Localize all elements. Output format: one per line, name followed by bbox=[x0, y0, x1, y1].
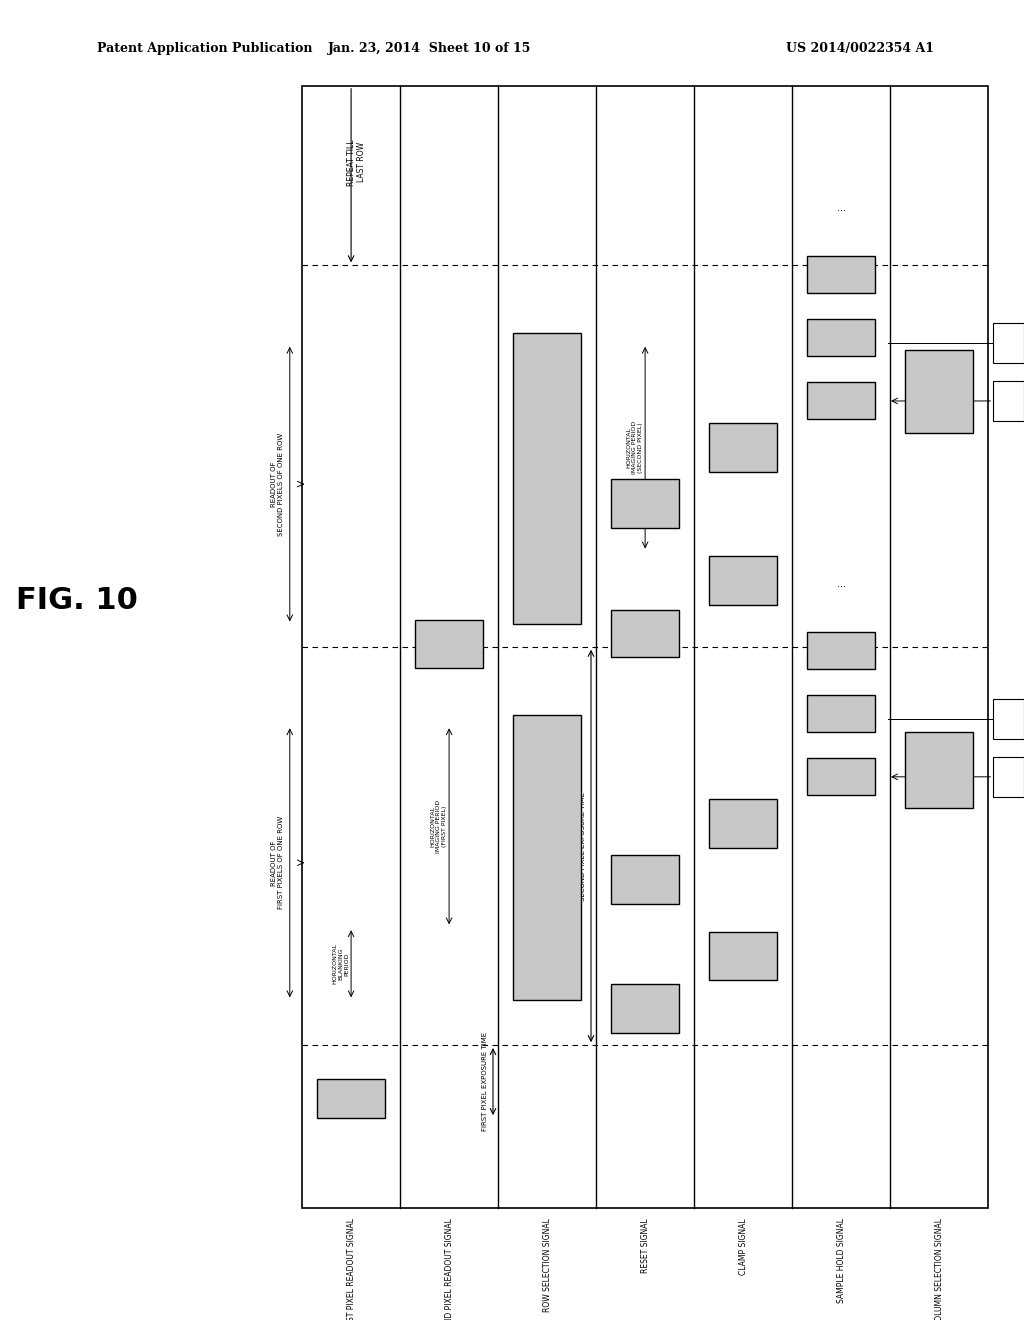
Bar bbox=[709, 556, 777, 605]
Text: HORIZONTAL
BLANKING
PERIOD: HORIZONTAL BLANKING PERIOD bbox=[333, 944, 349, 985]
Bar bbox=[302, 86, 988, 1208]
Text: US 2014/0022354 A1: US 2014/0022354 A1 bbox=[786, 42, 934, 55]
Text: HORIZONTAL
BLANKING
PERIOD: HORIZONTAL BLANKING PERIOD bbox=[528, 568, 545, 609]
Bar bbox=[993, 381, 1024, 421]
Bar bbox=[993, 700, 1024, 739]
Text: SH2: SH2 bbox=[1001, 714, 1016, 723]
Text: HORIZONTAL
IMAGING PERIOD
(FIRST PIXEL): HORIZONTAL IMAGING PERIOD (FIRST PIXEL) bbox=[430, 800, 447, 853]
Text: SECOND PIXEL EXPOSURE TIME: SECOND PIXEL EXPOSURE TIME bbox=[580, 792, 586, 900]
Bar bbox=[993, 323, 1024, 363]
Bar bbox=[709, 932, 777, 981]
Text: READOUT OF
SECOND PIXELS OF ONE ROW: READOUT OF SECOND PIXELS OF ONE ROW bbox=[271, 433, 284, 536]
Bar bbox=[610, 985, 679, 1034]
Text: COLUMN SELECTION SIGNAL: COLUMN SELECTION SIGNAL bbox=[935, 1218, 944, 1320]
Text: ...: ... bbox=[837, 579, 846, 589]
Bar bbox=[807, 256, 876, 293]
Bar bbox=[709, 424, 777, 473]
Bar bbox=[905, 731, 974, 808]
Text: ROW SELECTION SIGNAL: ROW SELECTION SIGNAL bbox=[543, 1218, 552, 1312]
Bar bbox=[807, 319, 876, 356]
Bar bbox=[807, 383, 876, 420]
Bar bbox=[513, 333, 582, 624]
Text: ...: ... bbox=[837, 203, 846, 214]
Bar bbox=[415, 620, 483, 668]
Bar bbox=[610, 479, 679, 528]
Text: SH1: SH1 bbox=[1001, 396, 1016, 405]
Bar bbox=[316, 1078, 385, 1118]
Bar bbox=[709, 799, 777, 847]
Text: READOUT OF
FIRST PIXELS OF ONE ROW: READOUT OF FIRST PIXELS OF ONE ROW bbox=[271, 816, 284, 909]
Text: FIRST PIXEL EXPOSURE TIME: FIRST PIXEL EXPOSURE TIME bbox=[481, 1032, 487, 1131]
Bar bbox=[807, 758, 876, 795]
Bar bbox=[807, 694, 876, 731]
Text: Patent Application Publication: Patent Application Publication bbox=[97, 42, 312, 55]
Text: Jan. 23, 2014  Sheet 10 of 15: Jan. 23, 2014 Sheet 10 of 15 bbox=[329, 42, 531, 55]
Bar bbox=[993, 758, 1024, 796]
Text: SH1: SH1 bbox=[1001, 772, 1016, 781]
Text: FIRST PIXEL READOUT SIGNAL: FIRST PIXEL READOUT SIGNAL bbox=[346, 1218, 355, 1320]
Text: REPEAT TILL
LAST ROW: REPEAT TILL LAST ROW bbox=[346, 139, 366, 186]
Text: SAMPLE HOLD SIGNAL: SAMPLE HOLD SIGNAL bbox=[837, 1218, 846, 1303]
Text: SECOND PIXEL READOUT SIGNAL: SECOND PIXEL READOUT SIGNAL bbox=[444, 1218, 454, 1320]
Bar bbox=[610, 610, 679, 657]
Text: HORIZONTAL
IMAGING PERIOD
(SECOND PIXEL): HORIZONTAL IMAGING PERIOD (SECOND PIXEL) bbox=[627, 421, 643, 474]
Bar bbox=[513, 715, 582, 1001]
Text: SH2: SH2 bbox=[1001, 338, 1016, 347]
Bar bbox=[905, 350, 974, 433]
Bar bbox=[610, 855, 679, 903]
Text: RESET SIGNAL: RESET SIGNAL bbox=[641, 1218, 649, 1272]
Text: CLAMP SIGNAL: CLAMP SIGNAL bbox=[738, 1218, 748, 1275]
Text: FIG. 10: FIG. 10 bbox=[15, 586, 138, 615]
Bar bbox=[807, 631, 876, 668]
